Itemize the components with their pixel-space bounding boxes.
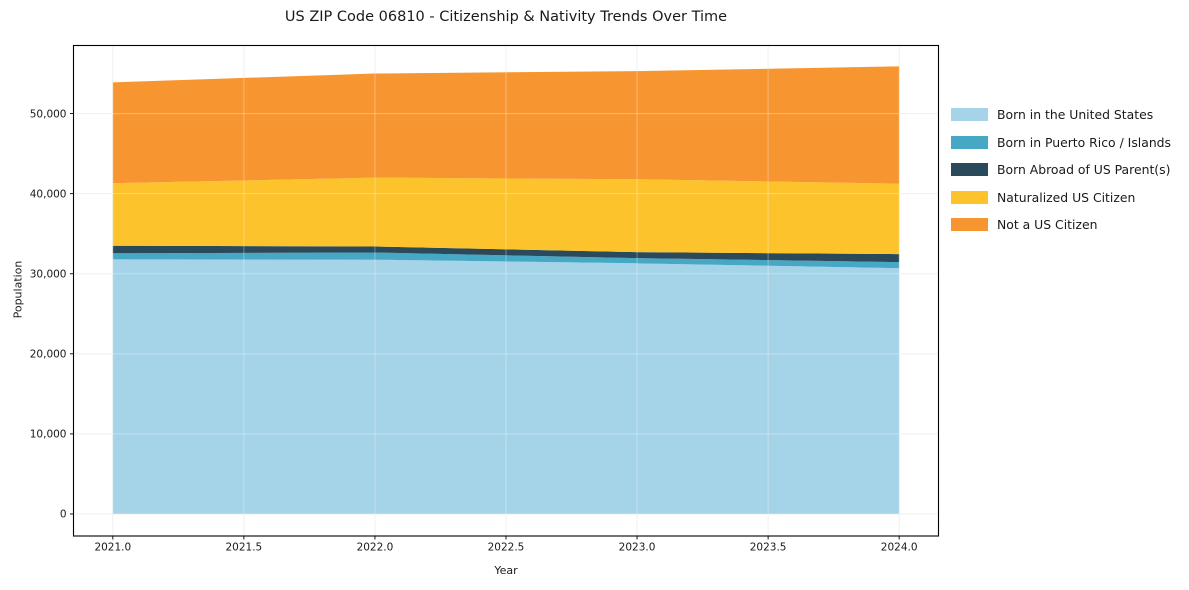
x-axis-label: Year <box>494 564 518 577</box>
area-series <box>112 259 900 514</box>
legend-swatch <box>951 163 988 176</box>
y-tick-label: 20,000 <box>30 349 67 361</box>
x-tick-label: 2022.0 <box>357 542 394 554</box>
legend-swatch <box>951 135 988 149</box>
area-series <box>112 66 900 184</box>
legend-swatch <box>951 108 988 121</box>
legend-item: Born in the United States <box>951 106 1171 123</box>
legend: Born in the United States Born in Puerto … <box>951 106 1171 244</box>
legend-label: Not a US Citizen <box>997 217 1098 232</box>
area-series <box>112 252 900 269</box>
legend-item: Not a US Citizen <box>951 216 1171 233</box>
legend-label: Born Abroad of US Parent(s) <box>997 162 1171 177</box>
x-tick-label: 2021.5 <box>226 542 263 554</box>
legend-item: Born in Puerto Rico / Islands <box>951 134 1171 151</box>
y-tick-label: 40,000 <box>30 188 67 200</box>
y-tick-label: 30,000 <box>30 268 67 280</box>
legend-item: Born Abroad of US Parent(s) <box>951 161 1171 178</box>
area-series <box>112 245 900 263</box>
y-tick-label: 50,000 <box>30 108 67 120</box>
legend-swatch <box>951 218 988 231</box>
y-tick-label: 0 <box>60 509 67 521</box>
legend-label: Born in Puerto Rico / Islands <box>997 134 1172 150</box>
x-tick-label: 2023.5 <box>750 542 787 554</box>
x-tick-label: 2024.0 <box>881 542 918 554</box>
x-tick-label: 2021.0 <box>94 542 131 554</box>
legend-label: Naturalized US Citizen <box>997 189 1136 205</box>
legend-item: Naturalized US Citizen <box>951 189 1171 206</box>
y-axis-label: Population <box>11 260 25 319</box>
x-tick-label: 2022.5 <box>488 542 525 554</box>
y-tick-label: 10,000 <box>30 429 67 441</box>
x-tick-label: 2023.0 <box>619 542 656 554</box>
legend-swatch <box>951 190 988 204</box>
chart-title: US ZIP Code 06810 - Citizenship & Nativi… <box>284 9 728 25</box>
area-series <box>112 177 900 255</box>
legend-label: Born in the United States <box>997 107 1154 122</box>
